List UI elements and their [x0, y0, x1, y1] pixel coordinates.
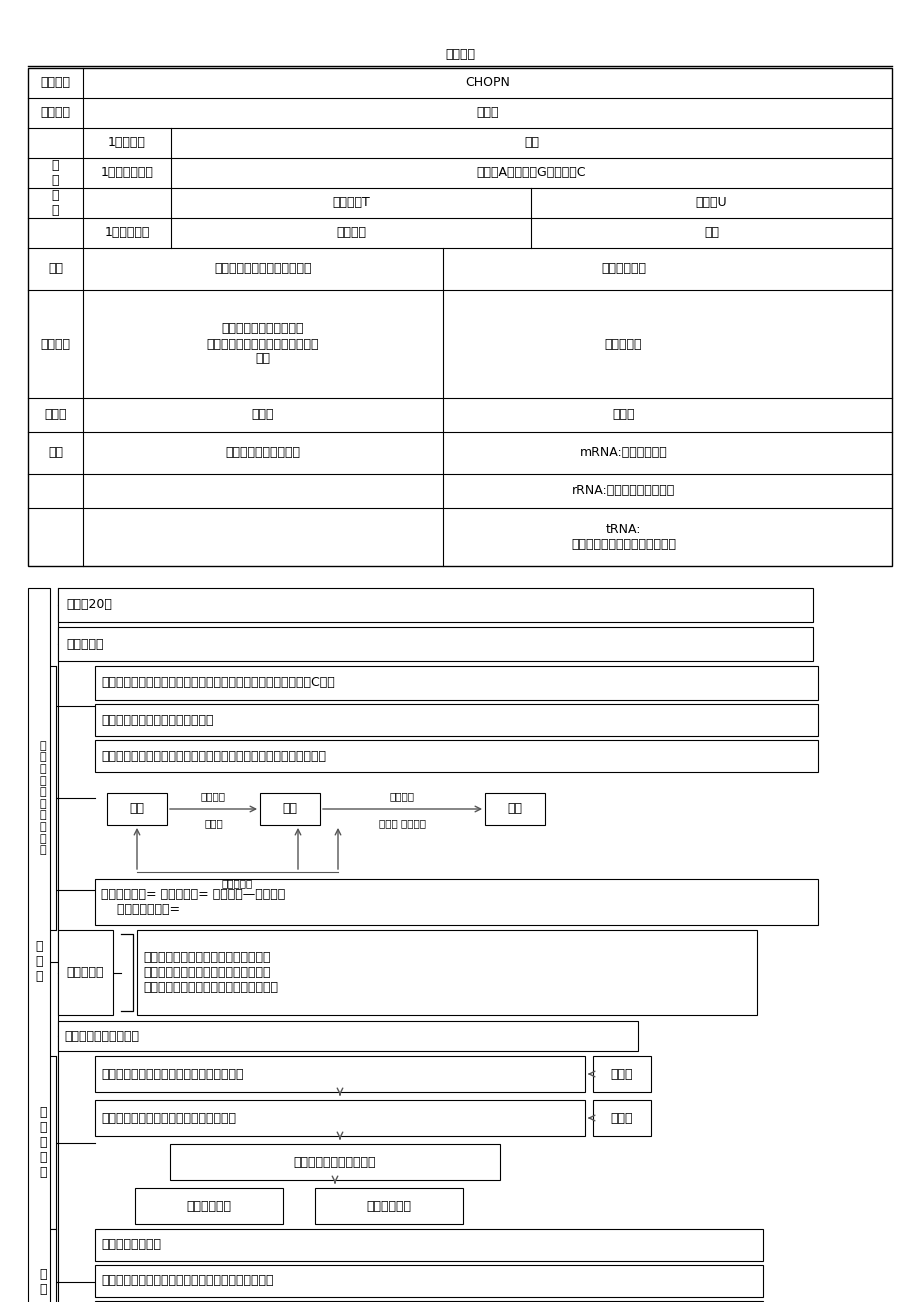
Text: 脱氧核糖: 脱氧核糖 [335, 227, 366, 240]
Bar [95, 1229, 762, 1262]
Bar [95, 1056, 584, 1092]
Text: 线粒体供能: 线粒体供能 [221, 878, 253, 888]
Bar [135, 1187, 283, 1224]
Text: 结构通式：: 结构通式： [66, 638, 103, 651]
Bar [107, 793, 167, 825]
Text: 胸腺嘧啶T: 胸腺嘧啶T [332, 197, 369, 210]
Bar [30, 1056, 56, 1229]
Bar [95, 1266, 762, 1297]
Bar [30, 1229, 56, 1302]
Bar [95, 1100, 584, 1137]
Text: 物种的多样性: 物种的多样性 [187, 1199, 232, 1212]
Text: 1分子五碳糖: 1分子五碳糖 [104, 227, 150, 240]
Text: 空间结构: 空间结构 [40, 337, 71, 350]
Text: 分布: 分布 [48, 263, 62, 276]
Text: 蛋
白
质: 蛋 白 质 [35, 940, 42, 983]
Text: 多肽: 多肽 [282, 802, 297, 815]
Text: 氨基酸种类、数目、排列顺序及空间结构: 氨基酸种类、数目、排列顺序及空间结构 [101, 1112, 236, 1125]
Text: 基因中脱氧核苷酸对（碱基对）数目及排列: 基因中脱氧核苷酸对（碱基对）数目及排列 [101, 1068, 244, 1081]
Text: 鉴
定: 鉴 定 [40, 1268, 47, 1295]
Text: 主要是双链，双螺旋结构
原核细胞和线粒体、叶绿体为双链
环装: 主要是双链，双螺旋结构 原核细胞和线粒体、叶绿体为双链 环装 [207, 323, 319, 366]
Text: 盘曲折叠: 盘曲折叠 [390, 792, 414, 801]
Text: 氨基: 氨基 [130, 802, 144, 815]
Text: 甲基绿: 甲基绿 [252, 409, 274, 422]
Bar [95, 704, 817, 736]
Bar [30, 667, 56, 930]
Text: 储存传递表达遗传信息: 储存传递表达遗传信息 [225, 447, 301, 460]
Text: 基本单位: 基本单位 [40, 107, 71, 120]
Text: 吡啰红: 吡啰红 [611, 409, 634, 422]
Text: 脱水缩合: 脱水缩合 [200, 792, 226, 801]
Bar [58, 1021, 637, 1051]
Bar [28, 68, 891, 566]
Text: 主要是单链: 主要是单链 [604, 337, 641, 350]
Text: 结构特点：具有多样性: 结构特点：具有多样性 [64, 1030, 139, 1043]
Bar [58, 930, 113, 1016]
Text: 功能的多样性: 功能的多样性 [366, 1199, 411, 1212]
Text: 种类：20种: 种类：20种 [66, 599, 112, 612]
Text: 实用文案: 实用文案 [445, 48, 474, 61]
Bar [260, 793, 320, 825]
Bar [170, 1144, 499, 1180]
Bar [95, 667, 817, 700]
Text: 蛋白质分子结构的多样性: 蛋白质分子结构的多样性 [293, 1155, 376, 1168]
Text: 化
学
成
分: 化 学 成 分 [51, 159, 59, 217]
Text: 腺嘌呤A、鸟嘌呤G、胞嘧啶C: 腺嘌呤A、鸟嘌呤G、胞嘧啶C [476, 167, 585, 180]
Text: rRNA:与蛋白质构建核糖体: rRNA:与蛋白质构建核糖体 [572, 484, 675, 497]
Text: 形成：在核糖体上进行翻译，内质网、高尔基体内加工，线粒体供能: 形成：在核糖体上进行翻译，内质网、高尔基体内加工，线粒体供能 [101, 750, 325, 763]
Text: 特点：每种氨基酸至少有一个氨基和一个羧基，且都连在同一个C原子: 特点：每种氨基酸至少有一个氨基和一个羧基，且都连在同一个C原子 [101, 677, 335, 690]
Text: 计算：肽键数= 脱水分子数= 氨基酸数—肽链条数
    蛋白质分子质量=: 计算：肽键数= 脱水分子数= 氨基酸数—肽链条数 蛋白质分子质量= [101, 888, 285, 917]
Text: 组成元素: 组成元素 [40, 77, 71, 90]
Bar [593, 1100, 651, 1137]
Text: 试剂：双缩脲试剂: 试剂：双缩脲试剂 [101, 1238, 161, 1251]
Bar [314, 1187, 462, 1224]
Text: 1分子含氮碱基: 1分子含氮碱基 [100, 167, 153, 180]
Text: 多
样
性
原
因: 多 样 性 原 因 [40, 1105, 47, 1180]
Bar [58, 589, 812, 622]
Bar [484, 793, 544, 825]
Bar [95, 879, 817, 924]
Text: 核糖体: 核糖体 [204, 818, 222, 828]
Text: 功能: 功能 [48, 447, 62, 460]
Text: 蛋白: 蛋白 [507, 802, 522, 815]
Text: 主要理化性: 主要理化性 [67, 966, 104, 979]
Bar [593, 1056, 651, 1092]
Bar [58, 628, 812, 661]
Bar [137, 930, 756, 1016]
Text: 核苷酸: 核苷酸 [476, 107, 498, 120]
Text: 类型：必需氨基酸和非必需氨基酸: 类型：必需氨基酸和非必需氨基酸 [101, 713, 213, 727]
Text: 主要细胞核；线粒体、叶绿体: 主要细胞核；线粒体、叶绿体 [214, 263, 312, 276]
Text: CHOPN: CHOPN [465, 77, 509, 90]
Bar [95, 740, 817, 772]
Text: 尿嘧啶U: 尿嘧啶U [695, 197, 727, 210]
Text: 内质网 高尔基体: 内质网 高尔基体 [379, 818, 425, 828]
Text: 反应实质：双缩脲试剂与肽键反应，产生紫色络合物: 反应实质：双缩脲试剂与肽键反应，产生紫色络合物 [101, 1275, 273, 1288]
Text: 影响因素：高温、强酸强碱、重金属盐
特点：变性是不可逆的，生理功能丧失
原因：空间结构的改变而不是肽键的断裂: 影响因素：高温、强酸强碱、重金属盐 特点：变性是不可逆的，生理功能丧失 原因：空… [142, 950, 278, 993]
Text: 基
本
组
成
单
位
：
氨
基
酸: 基 本 组 成 单 位 ： 氨 基 酸 [40, 741, 46, 855]
Text: 1分子磷酸: 1分子磷酸 [108, 137, 146, 150]
Text: 染色剂: 染色剂 [44, 409, 67, 422]
Text: tRNA:
识别密码子，携带并转运氨基酸: tRNA: 识别密码子，携带并转运氨基酸 [571, 523, 675, 551]
Bar [28, 589, 50, 1302]
Text: 根本原: 根本原 [610, 1068, 632, 1081]
Text: 核糖: 核糖 [703, 227, 719, 240]
Text: mRNA:传递遗传信息: mRNA:传递遗传信息 [579, 447, 666, 460]
Text: 主要在细胞质: 主要在细胞质 [600, 263, 645, 276]
Text: 直接原: 直接原 [610, 1112, 632, 1125]
Text: 磷酸: 磷酸 [524, 137, 539, 150]
